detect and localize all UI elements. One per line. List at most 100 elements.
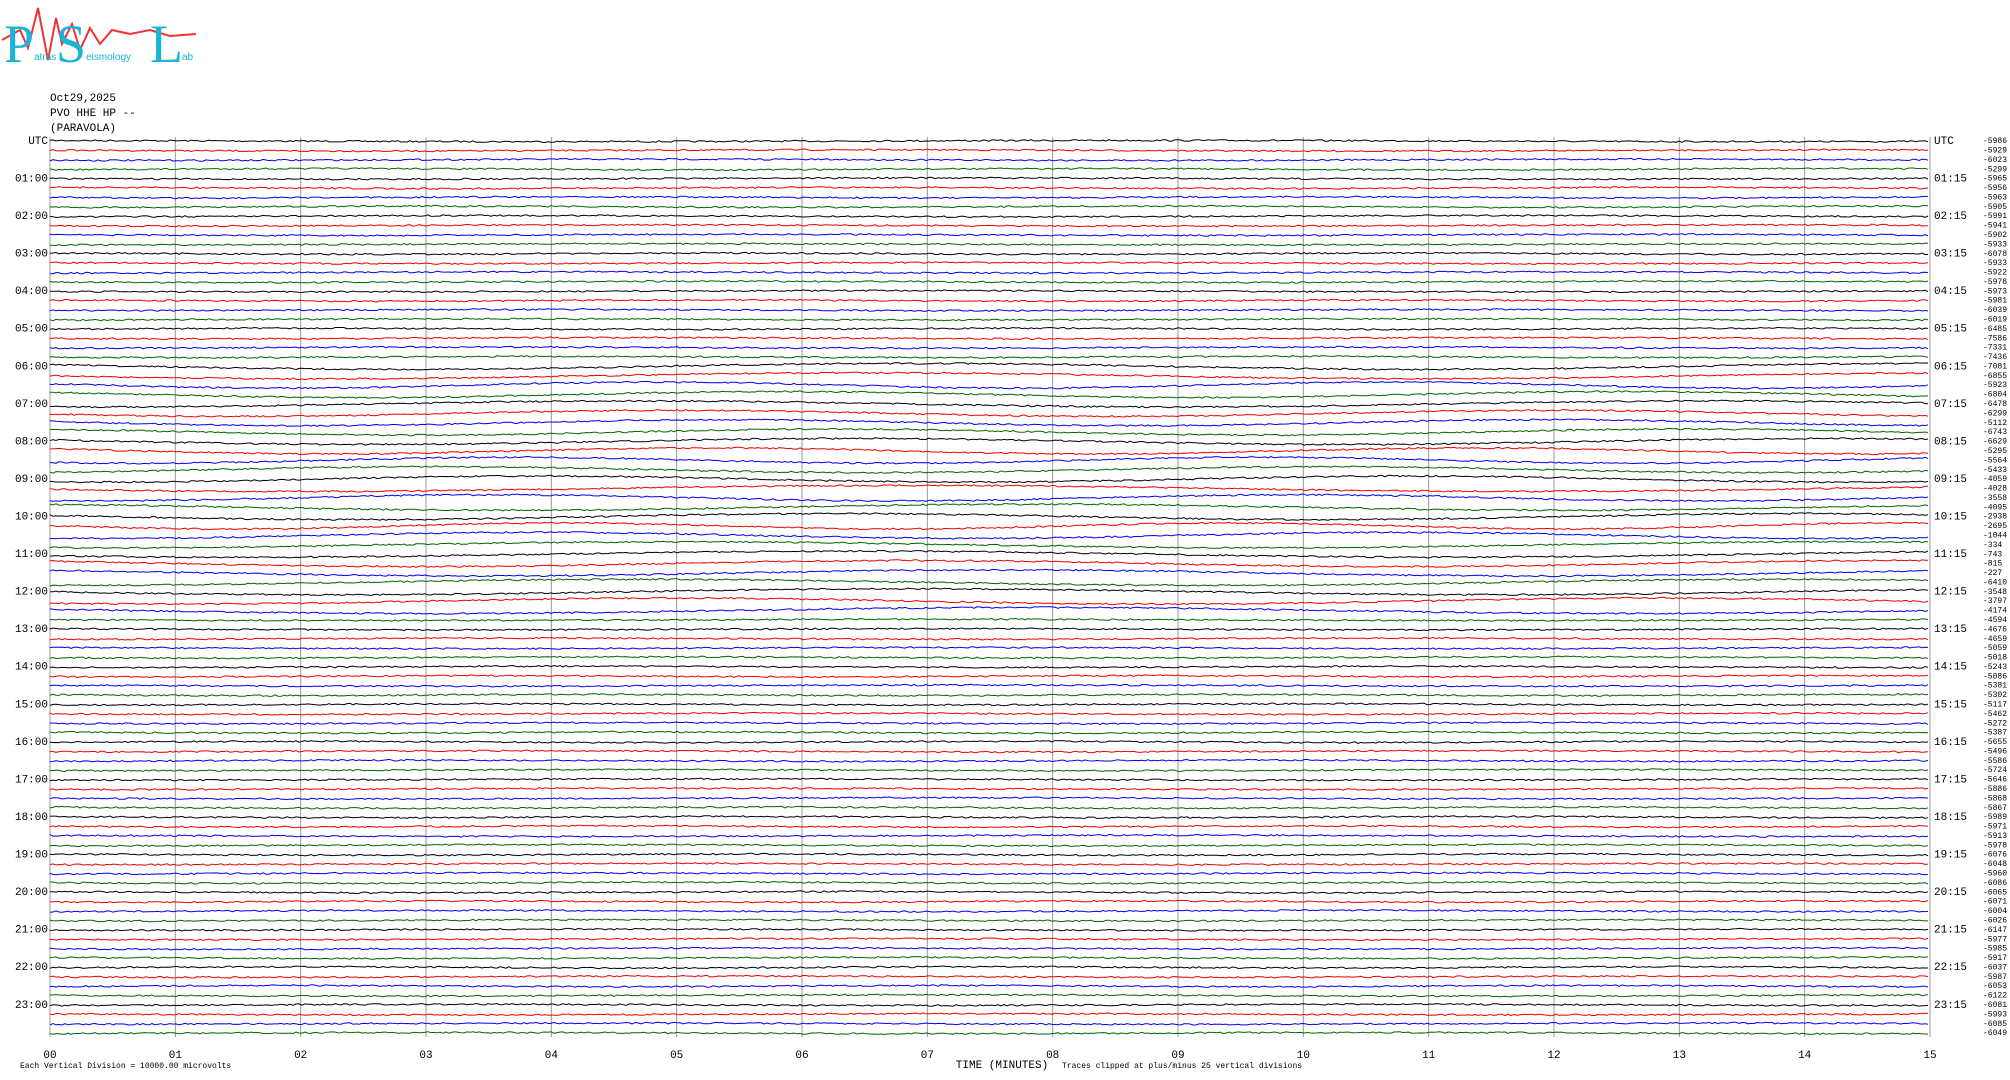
- trace: [49, 390, 1929, 399]
- trace: [49, 493, 1929, 503]
- trace: [49, 984, 1929, 989]
- trace: [49, 298, 1929, 303]
- trace: [49, 242, 1928, 247]
- trace: [49, 214, 1929, 219]
- x-tick-label: 14: [1798, 1050, 1812, 1062]
- station: PVO HHE HP --: [50, 108, 136, 120]
- right-time-label: 21:15: [1934, 925, 1967, 937]
- offset-label: -6023: [1983, 156, 2007, 165]
- offset-label: -5978: [1983, 841, 2007, 850]
- offset-label: -5724: [1983, 766, 2007, 775]
- offset-label: -5272: [1983, 719, 2007, 728]
- left-time-label: 05:00: [15, 324, 48, 336]
- trace: [49, 455, 1929, 465]
- offset-label: -5299: [1983, 165, 2007, 174]
- right-time-label: 01:15: [1934, 173, 1967, 185]
- right-time-label: 13:15: [1934, 624, 1967, 636]
- right-time-label: 20:15: [1934, 887, 1967, 899]
- trace: [49, 711, 1929, 716]
- left-time-label: 08:00: [15, 436, 48, 448]
- offset-label: -5387: [1983, 729, 2007, 738]
- offset-label: -2695: [1983, 522, 2007, 531]
- trace: [49, 167, 1929, 172]
- trace: [49, 815, 1929, 820]
- offset-label: -815: [1983, 560, 2002, 569]
- right-time-label: 15:15: [1934, 699, 1967, 711]
- offset-label: -5433: [1983, 466, 2007, 475]
- offset-label: -5941: [1983, 222, 2007, 231]
- site: (PARAVOLA): [50, 123, 116, 135]
- trace: [49, 617, 1929, 622]
- offset-label: -5933: [1983, 240, 2007, 249]
- trace: [49, 540, 1929, 550]
- logo-letter: S: [56, 14, 86, 74]
- offset-label: -6048: [1983, 860, 2007, 869]
- x-tick-label: 13: [1673, 1050, 1686, 1062]
- offset-label: -5868: [1983, 794, 2007, 803]
- trace: [49, 824, 1929, 829]
- trace: [49, 871, 1929, 876]
- offset-label: -5933: [1983, 259, 2007, 268]
- trace: [49, 730, 1929, 735]
- trace: [49, 587, 1929, 597]
- offset-label: -5985: [1983, 945, 2007, 954]
- right-time-label: 06:15: [1934, 361, 1967, 373]
- left-time-label: 13:00: [15, 624, 48, 636]
- trace: [50, 399, 1928, 409]
- left-time-label: 04:00: [15, 286, 48, 298]
- offset-label: -5986: [1983, 137, 2007, 146]
- x-tick-label: 12: [1547, 1050, 1560, 1062]
- trace: [49, 683, 1929, 688]
- offset-label: -6065: [1983, 888, 2007, 897]
- trace: [49, 974, 1929, 979]
- x-tick-label: 09: [1171, 1050, 1184, 1062]
- offset-label: -5971: [1983, 823, 2007, 832]
- trace: [49, 317, 1929, 322]
- offset-label: -5991: [1983, 212, 2007, 221]
- offset-label: -5646: [1983, 776, 2007, 785]
- trace: [49, 157, 1929, 162]
- offset-label: -5963: [1983, 193, 2007, 202]
- offset-label: -6743: [1983, 428, 2007, 437]
- left-time-label: 20:00: [15, 887, 48, 899]
- offset-label: -6004: [1983, 907, 2007, 916]
- x-tick-label: 15: [1923, 1050, 1936, 1062]
- right-time-label: 08:15: [1934, 436, 1967, 448]
- left-time-label: 03:00: [15, 249, 48, 261]
- trace: [49, 484, 1929, 493]
- right-time-label: 18:15: [1934, 812, 1967, 824]
- logo-letter: L: [150, 14, 183, 74]
- offset-label: -4059: [1983, 475, 2007, 484]
- right-time-label: 09:15: [1934, 474, 1967, 486]
- right-time-label: 07:15: [1934, 399, 1967, 411]
- left-time-label: 23:00: [15, 1000, 48, 1012]
- offset-label: -334: [1983, 541, 2002, 550]
- trace: [49, 559, 1928, 568]
- right-time-label: 05:15: [1934, 324, 1967, 336]
- offset-label: -6081: [1983, 1001, 2007, 1010]
- offset-label: -5905: [1983, 203, 2007, 212]
- offset-label: -2938: [1983, 513, 2007, 522]
- offset-label: -1044: [1983, 531, 2007, 540]
- trace: [49, 437, 1929, 446]
- right-time-label: 10:15: [1934, 512, 1967, 524]
- right-time-label: 19:15: [1934, 850, 1967, 862]
- trace: [49, 740, 1929, 744]
- offset-label: -5655: [1983, 738, 2007, 747]
- x-tick-label: 10: [1297, 1050, 1310, 1062]
- offset-label: -6039: [1983, 306, 2007, 315]
- offset-label: -6019: [1983, 316, 2007, 325]
- right-time-label: 14:15: [1934, 662, 1967, 674]
- x-tick-label: 11: [1422, 1050, 1436, 1062]
- logo-word: ab: [182, 52, 194, 63]
- offset-label: -5243: [1983, 663, 2007, 672]
- trace: [49, 308, 1929, 312]
- left-time-label: 21:00: [15, 925, 48, 937]
- offset-label: -7436: [1983, 353, 2007, 362]
- left-time-label: 02:00: [15, 211, 48, 223]
- trace: [49, 568, 1929, 578]
- offset-label: -5496: [1983, 747, 2007, 756]
- offset-label: -5978: [1983, 278, 2007, 287]
- x-tick-label: 01: [169, 1050, 183, 1062]
- trace: [49, 946, 1929, 951]
